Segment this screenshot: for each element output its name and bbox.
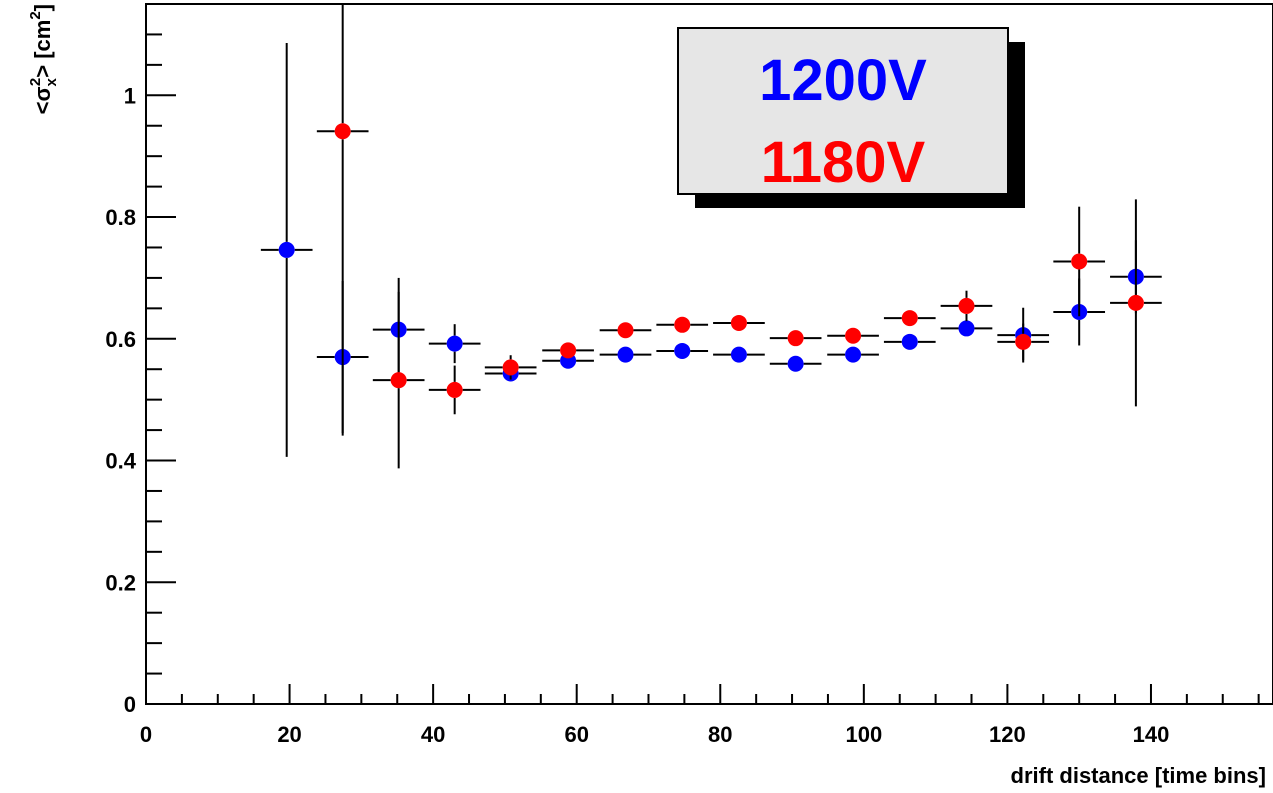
data-point	[1127, 294, 1144, 311]
y-tick-label: 1	[124, 83, 136, 108]
data-point	[446, 381, 463, 398]
data-point	[674, 316, 691, 333]
x-tick-label: 0	[140, 722, 152, 747]
y-axis-title-unit-superscript: 2	[27, 11, 44, 19]
data-point	[901, 333, 918, 350]
x-tick-label: 20	[277, 722, 301, 747]
x-tick-label: 140	[1133, 722, 1170, 747]
data-point	[502, 359, 519, 376]
x-tick-label: 120	[989, 722, 1026, 747]
data-series	[260, 4, 1162, 469]
x-tick-label: 100	[845, 722, 882, 747]
y-axis-title-suffix: > [cm	[30, 20, 55, 78]
legend-panel	[677, 27, 1009, 195]
x-tick-label: 80	[708, 722, 732, 747]
y-axis-title-close: ]	[30, 4, 55, 11]
data-point	[1015, 333, 1032, 350]
data-point	[730, 346, 747, 363]
data-point	[787, 330, 804, 347]
y-axis-title: <σx2> [cm2]	[27, 4, 60, 114]
x-tick-label: 40	[421, 722, 445, 747]
data-point	[560, 342, 577, 359]
y-tick-label: 0.6	[105, 327, 136, 352]
y-tick-label: 0.2	[105, 570, 136, 595]
series-1180v	[316, 4, 1162, 469]
legend-label-1180v: 1180V	[761, 130, 926, 195]
y-axis-title-superscript: 2	[27, 78, 44, 86]
data-point	[334, 123, 351, 140]
legend-box: 1200V 1180V	[677, 27, 1025, 208]
x-axis-title: drift distance [time bins]	[1011, 763, 1266, 788]
data-point	[787, 355, 804, 372]
y-axis-title-subscript: x	[43, 77, 60, 86]
data-point	[446, 335, 463, 352]
y-axis-title-prefix: <σ	[30, 86, 55, 114]
legend-label-1200v: 1200V	[759, 48, 927, 113]
data-point	[845, 327, 862, 344]
y-tick-label: 0	[124, 692, 136, 717]
y-tick-label: 0.4	[105, 449, 136, 474]
x-tick-label: 60	[564, 722, 588, 747]
data-point	[617, 346, 634, 363]
data-point	[1071, 253, 1088, 270]
axes: 0 0.2 0.4 0.6 0.8 1 0 20 40 60 80 100 120 140	[105, 3, 1260, 747]
data-point	[278, 241, 295, 258]
data-point	[617, 322, 634, 339]
y-tick-label: 0.8	[105, 205, 136, 230]
data-point	[730, 314, 747, 331]
data-point	[390, 372, 407, 389]
data-point	[845, 346, 862, 363]
data-point	[958, 297, 975, 314]
data-point	[958, 320, 975, 337]
data-point	[901, 310, 918, 327]
data-point	[674, 342, 691, 359]
